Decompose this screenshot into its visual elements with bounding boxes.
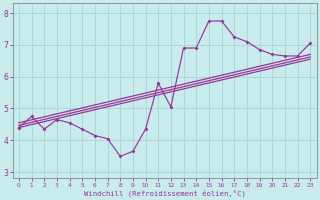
X-axis label: Windchill (Refroidissement éolien,°C): Windchill (Refroidissement éolien,°C): [84, 189, 245, 197]
